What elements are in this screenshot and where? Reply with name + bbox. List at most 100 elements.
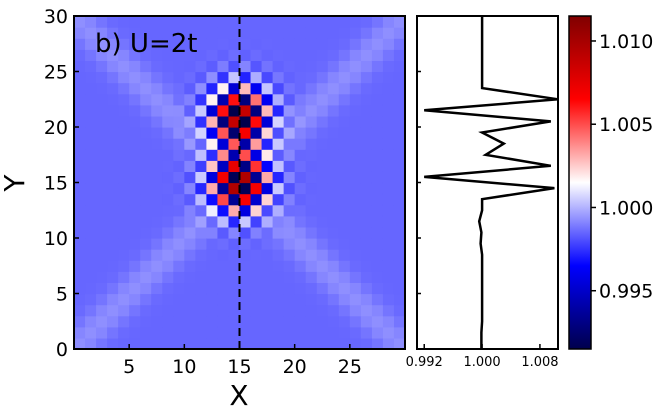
heatmap-cell (96, 304, 108, 317)
heatmap-cell (294, 49, 307, 61)
heatmap-cell (294, 326, 307, 339)
heatmap-cell (272, 315, 285, 328)
heatmap-cell (195, 60, 207, 73)
heatmap-cell (162, 182, 174, 195)
heatmap-cell (206, 226, 219, 239)
heatmap-cell (316, 249, 329, 261)
heatmap-cell (272, 93, 285, 106)
heatmap-cell (74, 215, 86, 228)
heatmap-cell (360, 193, 373, 206)
heatmap-cell (228, 238, 241, 250)
heatmap-cell (283, 138, 296, 150)
heatmap-cell (316, 337, 329, 349)
heatmap-cell (283, 337, 296, 349)
heatmap-cell (250, 182, 263, 195)
x-axis-label: X (229, 379, 248, 412)
heatmap-cell (338, 115, 351, 128)
heatmap-cell (195, 160, 207, 172)
heatmap-cell (250, 204, 263, 217)
heatmap-cell (294, 260, 307, 272)
heatmap-cell (85, 304, 97, 317)
y-tick-label: 25 (44, 62, 68, 84)
heatmap-cell (173, 204, 185, 217)
heatmap-cell (305, 249, 318, 261)
heatmap-cell (327, 304, 340, 317)
heatmap-cell (162, 149, 174, 161)
heatmap-cell (382, 16, 395, 28)
heatmap-cell (74, 182, 86, 195)
heatmap-cell (184, 315, 196, 328)
profile-panel: 0.992 1.000 1.008 (406, 15, 559, 370)
heatmap-cell (96, 204, 108, 217)
heatmap-cell (393, 93, 405, 106)
heatmap-cell (129, 127, 141, 139)
heatmap-cell (118, 115, 130, 128)
heatmap-cell (360, 226, 373, 239)
heatmap-cell (129, 204, 141, 217)
heatmap-cell (74, 315, 86, 328)
heatmap-cell (294, 204, 307, 217)
colorbar-tick-label: 1.000 (599, 197, 653, 219)
heatmap-cell (195, 293, 207, 306)
heatmap-cell (239, 182, 252, 195)
heatmap-cell (294, 104, 307, 117)
heatmap-cell (360, 127, 373, 139)
heatmap-cell (360, 149, 373, 161)
heatmap-cell (217, 226, 230, 239)
heatmap-cell (74, 138, 86, 150)
heatmap-cell (129, 182, 141, 195)
heatmap-cell (184, 104, 196, 117)
heatmap-cell (85, 238, 97, 250)
heatmap-cell (96, 315, 108, 328)
heatmap-cell (228, 215, 241, 228)
heatmap-cell (283, 271, 296, 283)
heatmap-cell (217, 104, 230, 117)
heatmap-cell (195, 337, 207, 349)
heatmap-cell (107, 293, 119, 306)
heatmap-cell (74, 337, 86, 349)
heatmap-cell (382, 60, 395, 73)
heatmap-cell (371, 49, 384, 61)
heatmap-cell (118, 337, 130, 349)
heatmap-cell (338, 337, 351, 349)
heatmap-cell (382, 71, 395, 84)
heatmap-cell (382, 204, 395, 217)
heatmap-cell (261, 204, 274, 217)
heatmap-cell (129, 315, 141, 328)
heatmap-cell (382, 260, 395, 272)
heatmap-cell (250, 160, 263, 172)
heatmap-cell (140, 226, 152, 239)
heatmap-cell (206, 38, 219, 50)
heatmap-cell (316, 82, 329, 95)
heatmap-cell (305, 93, 318, 106)
heatmap-cell (272, 16, 285, 28)
heatmap-cell (393, 115, 405, 128)
heatmap-cell (173, 193, 185, 206)
heatmap-cell (217, 182, 230, 195)
heatmap-cell (327, 93, 340, 106)
heatmap-cell (239, 215, 252, 228)
heatmap-cell (239, 226, 252, 239)
heatmap-cell (338, 315, 351, 328)
heatmap-panel: 5 10 15 20 25 0 5 10 15 20 25 30 b) U=2t X Y (0, 6, 406, 412)
heatmap-cell (382, 293, 395, 306)
heatmap-cell (217, 27, 230, 39)
heatmap-cell (74, 49, 86, 61)
heatmap-cell (305, 293, 318, 306)
heatmap-cell (206, 315, 219, 328)
heatmap-cell (206, 193, 219, 206)
heatmap-cell (272, 249, 285, 261)
heatmap-cell (261, 82, 274, 95)
heatmap-cell (382, 82, 395, 95)
heatmap-cell (382, 193, 395, 206)
heatmap-cell (228, 282, 241, 295)
heatmap-cell (294, 127, 307, 139)
heatmap-cell (173, 138, 185, 150)
heatmap-cell (151, 104, 163, 117)
heatmap-cell (151, 182, 163, 195)
heatmap-cell (393, 127, 405, 139)
heatmap-cell (327, 204, 340, 217)
heatmap-cell (217, 115, 230, 128)
heatmap-cell (272, 337, 285, 349)
heatmap-cell (316, 282, 329, 295)
